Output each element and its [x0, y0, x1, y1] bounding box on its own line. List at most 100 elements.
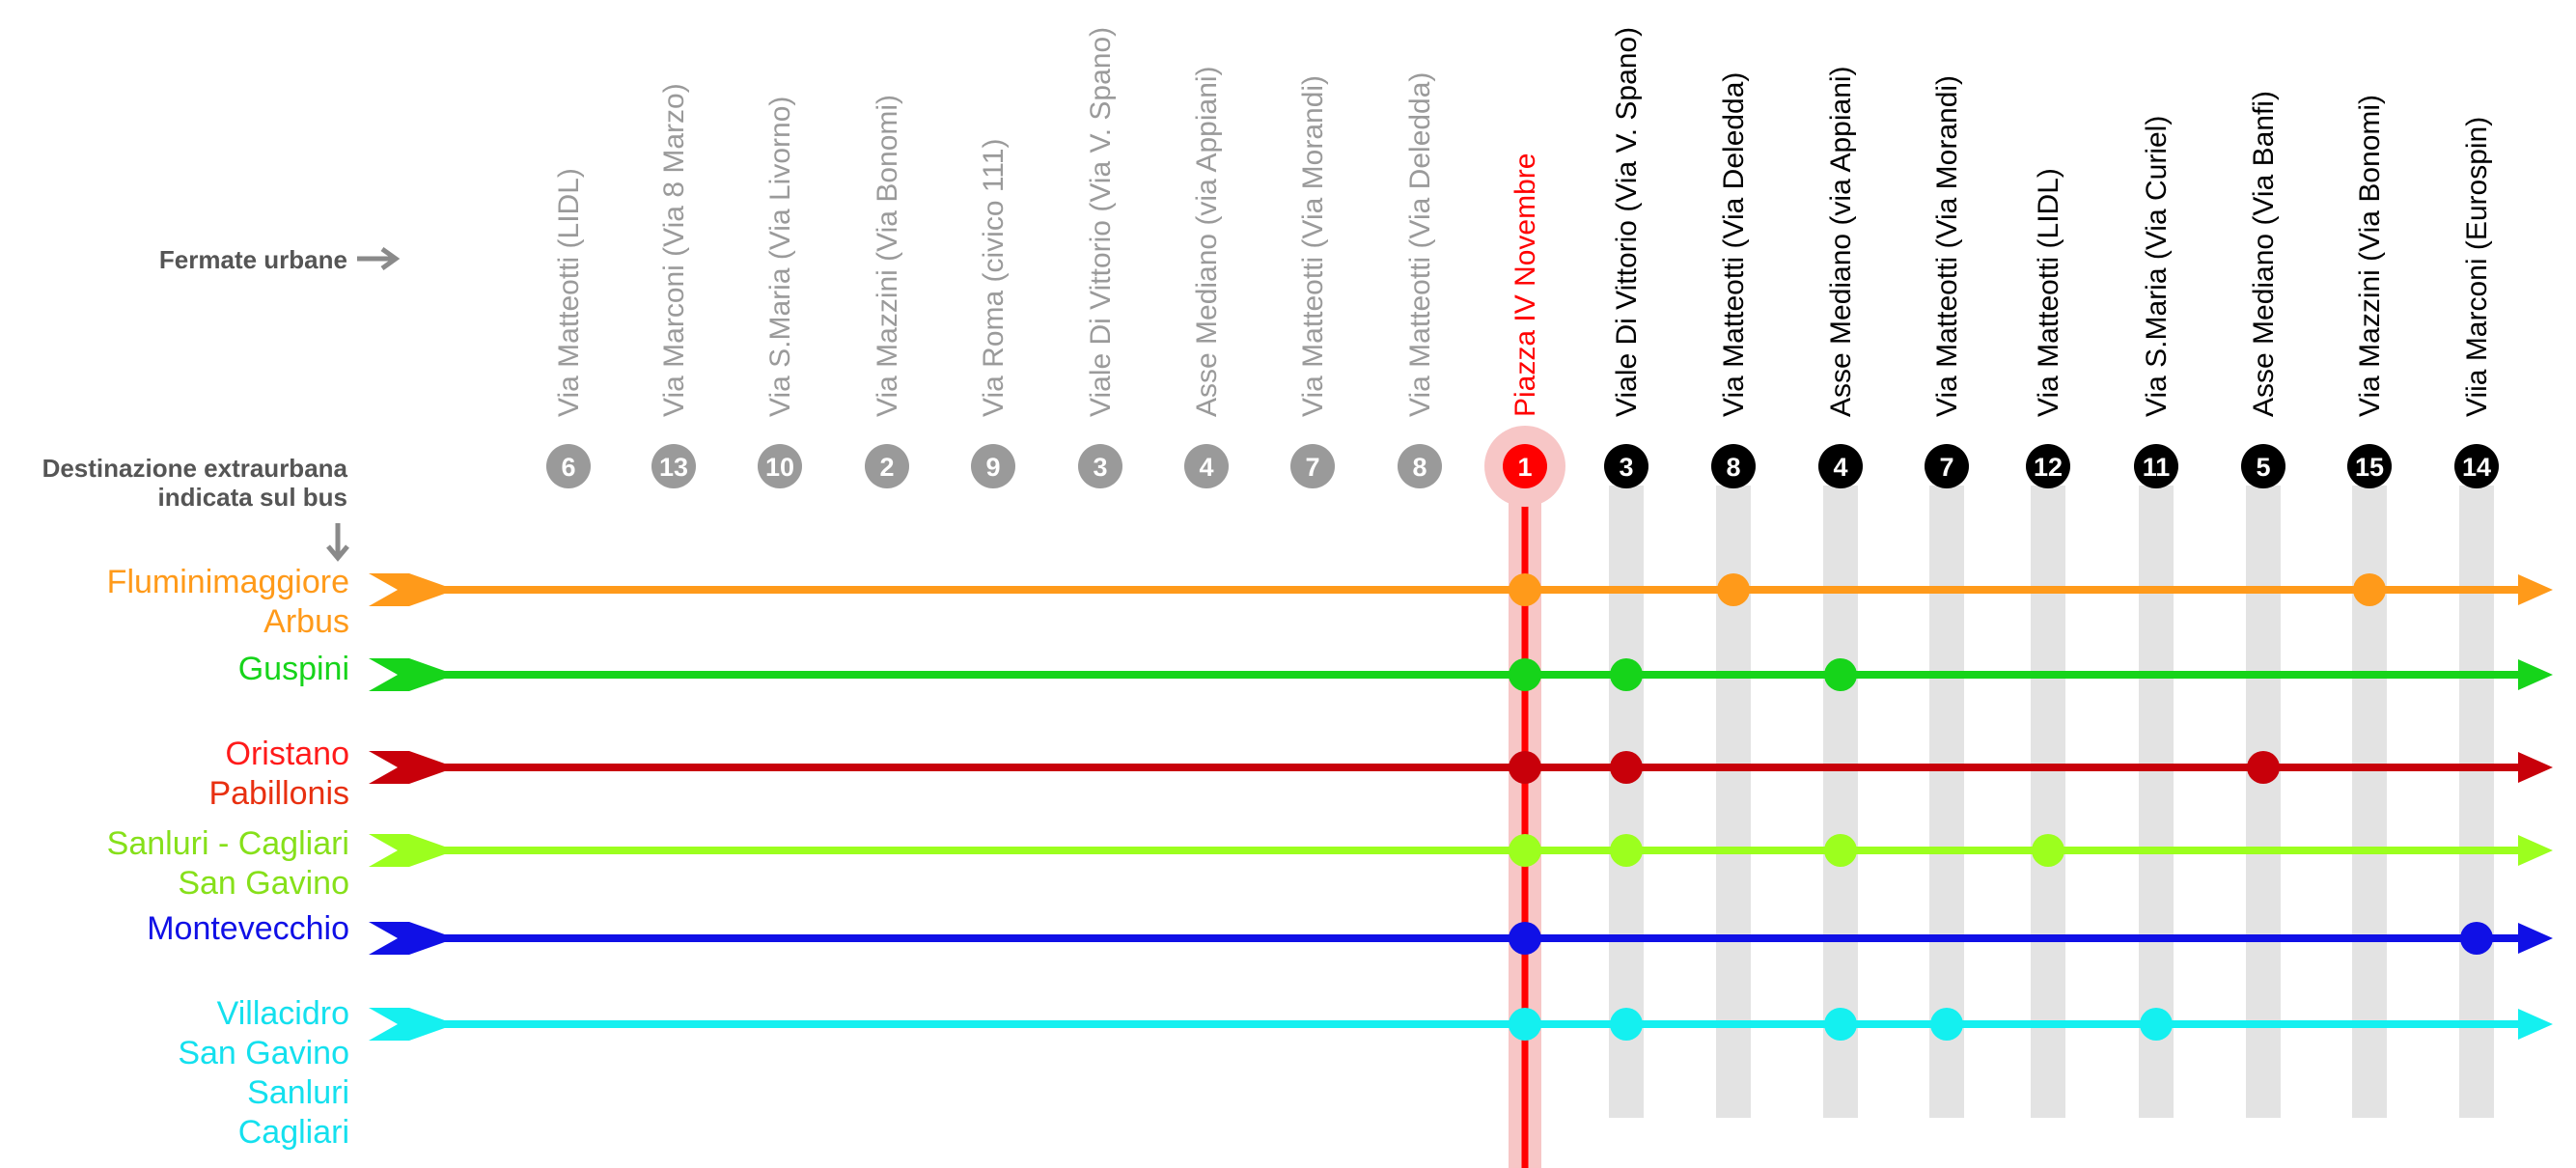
stop-badge-right-8	[1711, 444, 1756, 488]
route-stop-dot-3	[1610, 658, 1643, 691]
route-stop-dot-4	[1824, 658, 1857, 691]
destination-line: Guspini	[237, 651, 349, 687]
destination-line: Sanluri - Cagliari	[106, 825, 349, 862]
stop-badge-left-7	[1290, 444, 1335, 488]
route-stop-dot-7	[1930, 1008, 1963, 1041]
route-stop-dot-1	[1509, 1008, 1541, 1041]
stop-name-right-15: Via Mazzini (Via Bonomi)	[2354, 95, 2386, 417]
stop-name-left-10: Via S.Maria (Via Livorno)	[764, 97, 796, 417]
route-stop-dot-1	[1509, 834, 1541, 867]
stop-name-right-12: Via Matteotti (LIDL)	[2033, 168, 2064, 417]
route-stop-dot-1	[1509, 922, 1541, 955]
route-stop-dot-3	[1610, 834, 1643, 867]
stop-number-hub-1: 1	[1517, 453, 1532, 482]
stop-badge-left-9	[971, 444, 1015, 488]
destinazione-label: Destinazione extraurbana indicata sul bu…	[10, 454, 347, 512]
destination-0: Fluminimaggiore Arbus	[107, 563, 349, 642]
route-1	[369, 658, 2553, 691]
stop-badge-left-10	[758, 444, 802, 488]
route-stop-dot-1	[1509, 658, 1541, 691]
stop-number-left-2: 2	[879, 453, 894, 482]
destination-line: San Gavino	[178, 865, 349, 902]
route-start-chevron	[369, 573, 456, 606]
route-stop-dot-1	[1509, 573, 1541, 606]
stop-name-right-8: Via Matteotti (Via Deledda)	[1718, 72, 1750, 417]
stop-name-hub-1: Piazza IV Novembre	[1510, 153, 1541, 417]
stop-badge-left-4	[1184, 444, 1229, 488]
stop-badge-left-8	[1398, 444, 1442, 488]
stop-number-right-3: 3	[1619, 453, 1633, 482]
stop-badge-right-4	[1818, 444, 1863, 488]
route-4	[369, 922, 2553, 955]
stop-number-right-7: 7	[1939, 453, 1953, 482]
route-stop-dot-3	[1610, 1008, 1643, 1041]
stop-number-left-9: 9	[985, 453, 1000, 482]
destination-line: Montevecchio	[147, 910, 349, 947]
destination-line: Cagliari	[237, 1114, 349, 1151]
stop-number-right-5: 5	[2256, 453, 2270, 482]
stop-name-left-8: Via Matteotti (Via Deledda)	[1404, 72, 1436, 417]
destination-5: Villacidro San Gavino Sanluri Cagliari	[178, 994, 349, 1153]
route-start-chevron	[369, 922, 456, 955]
arrow-down-icon	[326, 523, 349, 562]
stop-badge-left-2	[865, 444, 909, 488]
stop-number-right-4: 4	[1833, 453, 1847, 482]
route-end-arrow	[2518, 659, 2553, 690]
stop-number-right-15: 15	[2355, 453, 2384, 482]
destination-1: Guspini	[238, 650, 349, 689]
destination-line: Pabillonis	[208, 775, 349, 812]
stop-name-right-11: Via S.Maria (Via Curiel)	[2141, 116, 2173, 417]
destinazione-label-line2: indicata sul bus	[157, 483, 348, 512]
route-end-arrow	[2518, 923, 2553, 954]
stop-badge-left-6	[546, 444, 591, 488]
stop-badge-hub-1	[1503, 444, 1547, 488]
stop-number-right-8: 8	[1726, 453, 1740, 482]
route-start-chevron	[369, 834, 456, 867]
stop-badge-right-7	[1925, 444, 1969, 488]
stop-number-left-4: 4	[1199, 453, 1213, 482]
destination-2: Oristano Pabillonis	[208, 735, 349, 814]
stop-name-right-4: Asse Mediano (via Appiani)	[1825, 66, 1857, 417]
route-start-chevron	[369, 1008, 456, 1041]
arrow-right-icon	[357, 247, 401, 270]
stop-name-right-14: Viia Marconi (Eurospin)	[2461, 117, 2493, 417]
destination-3: Sanluri - Cagliari San Gavino	[107, 824, 349, 904]
stop-badge-left-3	[1078, 444, 1122, 488]
route-stop-dot-8	[1717, 573, 1750, 606]
destinazione-label-line1: Destinazione extraurbana	[42, 454, 347, 483]
stop-name-left-3: Viale Di Vittorio (Via V. Spano)	[1085, 27, 1117, 417]
stop-name-left-4: Asse Mediano (via Appiani)	[1191, 66, 1223, 417]
stop-name-left-6: Via Matteotti (LIDL)	[553, 168, 585, 417]
route-3	[369, 834, 2553, 867]
destination-line: Arbus	[263, 603, 349, 640]
route-0	[369, 573, 2553, 606]
stop-name-right-3: Viale Di Vittorio (Via V. Spano)	[1611, 27, 1643, 417]
destination-line: Sanluri	[247, 1074, 349, 1111]
route-start-chevron	[369, 751, 456, 784]
destination-line: Oristano	[225, 736, 350, 772]
route-end-arrow	[2518, 835, 2553, 866]
route-start-chevron	[369, 658, 456, 691]
stop-number-right-12: 12	[2034, 453, 2063, 482]
route-end-arrow	[2518, 574, 2553, 605]
fermate-urbane-label: Fermate urbane	[158, 245, 347, 274]
route-stop-dot-1	[1509, 751, 1541, 784]
stop-number-right-14: 14	[2462, 453, 2491, 482]
route-stop-dot-14	[2460, 922, 2493, 955]
route-stop-dot-5	[2247, 751, 2280, 784]
stop-number-left-13: 13	[659, 453, 688, 482]
stop-name-left-13: Via Marconi (Via 8 Marzo)	[658, 83, 690, 417]
stop-number-left-10: 10	[765, 453, 794, 482]
route-stop-dot-4	[1824, 1008, 1857, 1041]
route-stop-dot-12	[2032, 834, 2064, 867]
stop-badge-right-15	[2347, 444, 2392, 488]
route-stop-dot-11	[2140, 1008, 2173, 1041]
destination-line: San Gavino	[178, 1035, 349, 1071]
stop-name-left-2: Via Mazzini (Via Bonomi)	[872, 95, 903, 417]
stop-name-left-9: Via Roma (civico 111)	[978, 139, 1010, 417]
stop-name-left-7: Via Matteotti (Via Morandi)	[1297, 75, 1329, 417]
destination-line: Fluminimaggiore	[106, 564, 349, 600]
stop-badge-right-11	[2134, 444, 2178, 488]
